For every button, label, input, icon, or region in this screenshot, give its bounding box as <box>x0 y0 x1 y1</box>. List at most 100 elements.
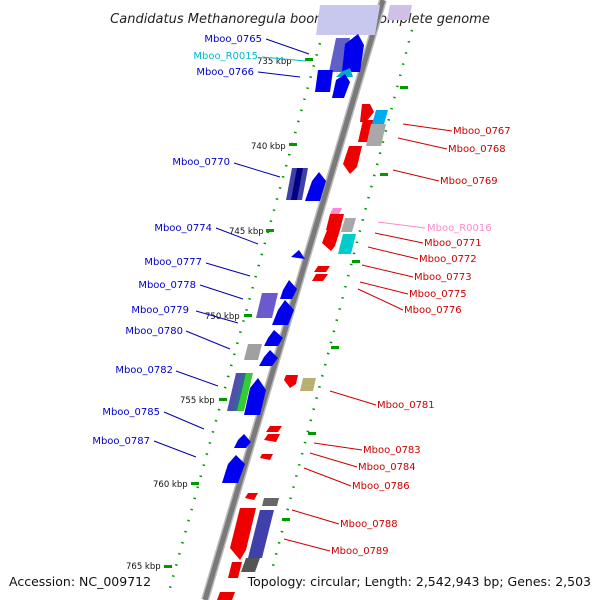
gene-arrow[interactable] <box>360 104 374 122</box>
gene-label[interactable]: Mboo_0770 <box>172 157 230 168</box>
gene-arrow[interactable] <box>234 434 251 448</box>
gene-label[interactable]: Mboo_0766 <box>196 67 254 78</box>
kbp-tick-mark <box>266 229 274 232</box>
gene-block[interactable] <box>387 5 412 20</box>
gene-label[interactable]: Mboo_0783 <box>363 445 421 456</box>
gene-label[interactable]: Mboo_0776 <box>404 305 462 316</box>
gene-label[interactable]: Mboo_0768 <box>448 144 506 155</box>
gene-label[interactable]: Mboo_0778 <box>138 280 196 291</box>
gene-arrow[interactable] <box>312 274 328 281</box>
gene-block[interactable] <box>248 510 274 558</box>
gene-arrow[interactable] <box>245 493 258 500</box>
gene-label[interactable]: Mboo_0767 <box>453 126 511 137</box>
gene-arrow[interactable] <box>284 375 298 388</box>
gene-arrow[interactable] <box>291 250 305 259</box>
gene-block[interactable] <box>338 234 356 254</box>
gene-label[interactable]: Mboo_0787 <box>92 436 150 447</box>
gene-arrow[interactable] <box>322 230 340 251</box>
gene-label[interactable]: Mboo_0773 <box>414 272 472 283</box>
gene-block[interactable] <box>315 70 333 92</box>
gene-label[interactable]: Mboo_0765 <box>204 34 262 45</box>
kbp-tick-mark <box>308 432 316 435</box>
gene-arrow[interactable] <box>259 350 278 366</box>
gene-label[interactable]: Mboo_0788 <box>340 519 398 530</box>
gene-block[interactable] <box>341 218 356 232</box>
kbp-tick-mark <box>331 346 339 349</box>
kbp-tick-label: 760 kbp <box>153 480 188 490</box>
genome-info-text: Topology: circular; Length: 2,542,943 bp… <box>247 574 591 589</box>
gene-arrow[interactable] <box>280 280 297 299</box>
accession-text: Accession: NC_009712 <box>9 574 151 589</box>
kbp-tick-mark <box>219 398 227 401</box>
gene-block[interactable] <box>256 293 278 318</box>
gene-block[interactable] <box>262 498 279 506</box>
gene-arrow[interactable] <box>343 146 362 174</box>
left-labels: Mboo_0765 Mboo_R0015 Mboo_0766 Mboo_0770… <box>92 34 262 447</box>
rna-label[interactable]: Mboo_R0015 <box>193 51 258 62</box>
gene-label[interactable]: Mboo_0779 <box>131 305 189 316</box>
gene-block[interactable] <box>316 5 380 35</box>
kbp-tick-label: 765 kbp <box>126 562 161 572</box>
gene-label[interactable]: Mboo_0774 <box>154 223 212 234</box>
gene-label[interactable]: Mboo_0772 <box>419 254 477 265</box>
map-title: Candidatus Methanoregula boonei 6A8, com… <box>110 12 490 27</box>
kbp-tick-mark <box>191 482 199 485</box>
kbp-tick-mark <box>282 518 290 521</box>
gene-arrow[interactable] <box>230 508 256 560</box>
kbp-tick-mark <box>352 260 360 263</box>
gene-block[interactable] <box>366 124 386 146</box>
gene-label[interactable]: Mboo_0769 <box>440 176 498 187</box>
right-labels: Mboo_0767 Mboo_0768 Mboo_0769 Mboo_R0016… <box>331 126 511 557</box>
gene-arrow[interactable] <box>272 300 294 325</box>
gene-label[interactable]: Mboo_0786 <box>352 481 410 492</box>
gene-block[interactable] <box>228 562 242 578</box>
gene-arrow[interactable] <box>305 172 326 201</box>
kbp-tick-label: 745 kbp <box>229 227 264 237</box>
rna-marker[interactable] <box>330 208 342 214</box>
right-guide-dots <box>270 29 414 571</box>
kbp-tick-mark <box>380 173 388 176</box>
kbp-tick-mark <box>305 58 313 61</box>
gene-block[interactable] <box>326 214 344 230</box>
kbp-tick-label: 740 kbp <box>251 142 286 152</box>
gene-label[interactable]: Mboo_0775 <box>409 289 467 300</box>
gene-label[interactable]: Mboo_0780 <box>125 326 183 337</box>
gene-block[interactable] <box>237 373 253 411</box>
gene-arrow[interactable] <box>260 454 273 460</box>
gene-arrow[interactable] <box>266 426 282 432</box>
gene-arrow[interactable] <box>314 266 330 272</box>
gene-label[interactable]: Mboo_0784 <box>358 462 416 473</box>
kbp-tick-label: 750 kbp <box>205 312 240 322</box>
gene-block[interactable] <box>241 558 260 572</box>
gene-label[interactable]: Mboo_0781 <box>377 400 435 411</box>
gene-label[interactable]: Mboo_0777 <box>144 257 202 268</box>
right-strand-features <box>217 5 412 600</box>
gene-arrow[interactable] <box>332 74 350 98</box>
kbp-tick-mark <box>244 314 252 317</box>
gene-label[interactable]: Mboo_0785 <box>102 407 160 418</box>
genome-backbone <box>202 0 386 600</box>
kbp-tick-mark <box>400 86 408 89</box>
gene-label[interactable]: Mboo_0771 <box>424 238 482 249</box>
gene-arrow[interactable] <box>342 34 364 72</box>
gene-arrow[interactable] <box>264 434 280 442</box>
kbp-tick-label: 735 kbp <box>257 57 292 67</box>
rna-label[interactable]: Mboo_R0016 <box>427 223 492 234</box>
left-leader-lines <box>153 38 310 458</box>
gene-arrow[interactable] <box>264 330 283 346</box>
gene-block[interactable] <box>300 378 316 391</box>
kbp-tick-mark <box>289 143 297 146</box>
rna-arrow[interactable] <box>336 68 353 77</box>
left-guide-dots <box>168 31 325 589</box>
gene-block[interactable] <box>217 592 235 600</box>
rna-block[interactable] <box>372 110 388 124</box>
gene-arrow[interactable] <box>244 378 266 415</box>
gene-arrow[interactable] <box>222 455 245 483</box>
gene-block[interactable] <box>227 373 243 411</box>
gene-block[interactable] <box>244 344 262 360</box>
gene-label[interactable]: Mboo_0782 <box>115 365 173 376</box>
gene-label[interactable]: Mboo_0789 <box>331 546 389 557</box>
kbp-ticks: 735 kbp 740 kbp 745 kbp 750 kbp 755 kbp … <box>126 57 408 572</box>
